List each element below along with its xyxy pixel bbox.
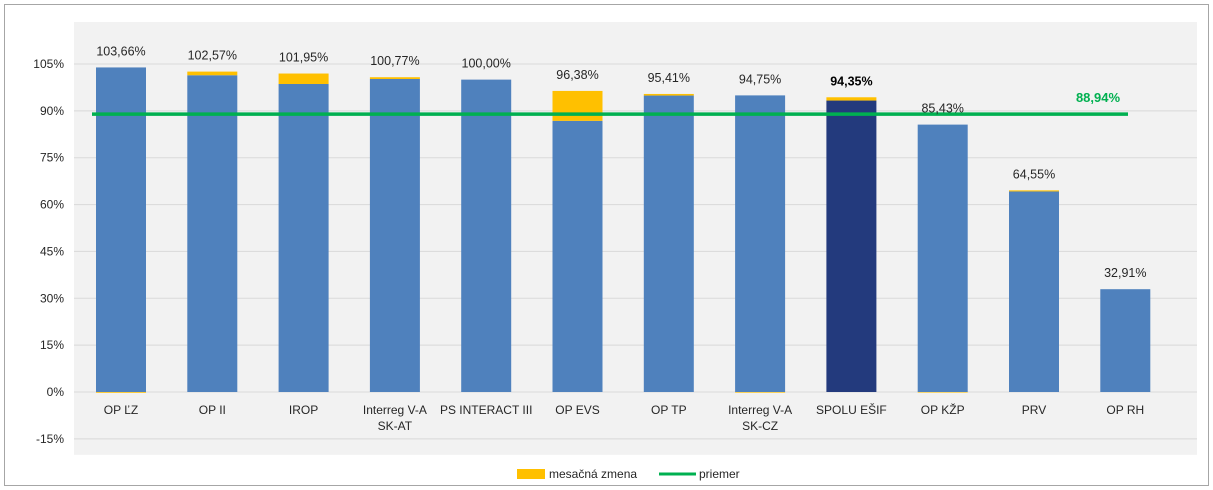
y-tick-label: 30% [40,291,64,305]
bar-base [643,95,694,392]
bar-base [187,75,238,392]
bar-base [461,79,512,392]
data-label: 103,66% [96,44,145,58]
y-tick-label: 90% [40,104,64,118]
data-label: 95,41% [648,71,690,85]
y-tick-label: 15% [40,338,64,352]
legend-label-monthly-change: mesačná zmena [549,467,637,481]
bar-monthly-change [643,93,694,96]
average-line-group: 88,94% [92,90,1128,116]
data-label: 100,77% [370,54,419,68]
category-label: OP II [199,403,226,417]
category-label: OP RH [1106,403,1144,417]
y-tick-label: 75% [40,151,64,165]
data-label: 101,95% [279,51,328,65]
category-label: PS INTERACT III [440,403,532,417]
category-label: Interreg V-A [363,403,427,417]
bar-base [826,100,877,392]
category-label: SK-CZ [742,419,778,433]
bars [96,67,1151,393]
data-labels: 103,66% 102,57% 101,95% 100,77% 100,00% 96,38… [96,44,1146,280]
bar-base [1100,289,1151,392]
category-label: OP TP [651,403,687,417]
bar-base [1009,191,1059,392]
data-label: 32,91% [1104,266,1146,280]
bar-base [96,67,146,392]
bar-monthly-change [552,90,603,121]
y-tick-label: -15% [36,432,64,446]
data-label: 94,75% [739,72,781,86]
category-label: OP KŽP [921,402,965,417]
category-label: SPOLU EŠIF [816,402,887,417]
category-label: OP ĽZ [104,403,138,417]
bar-monthly-change [1009,190,1059,192]
bar-monthly-change [826,97,877,101]
legend-label-average: priemer [699,467,740,481]
bar-base [735,95,786,392]
y-tick-label: 45% [40,244,64,258]
legend-swatch-monthly-change [517,469,545,479]
data-label: 94,35% [830,74,872,88]
y-tick-label: 105% [33,57,64,71]
bar-base [917,124,968,393]
category-label: Interreg V-A [728,403,792,417]
category-label: IROP [289,403,318,417]
data-label: 64,55% [1013,167,1055,181]
bar-monthly-change [735,392,786,393]
bar-base [552,120,603,392]
y-axis-ticks: -15% 0% 15% 30% 45% 60% 75% 90% 105% [33,57,64,446]
bar-base [369,78,420,392]
bar-monthly-change [369,77,420,79]
bar-monthly-change [917,392,968,393]
category-labels: OP ĽZ OP II IROP Interreg V-A SK-AT PS INTERA… [104,402,1144,433]
data-label: 96,38% [556,68,598,82]
data-label: 100,00% [462,57,511,71]
bar-monthly-change [278,73,329,84]
bar-base [278,83,329,393]
legend: mesačná zmena priemer [517,467,740,481]
bar-monthly-change [187,71,238,76]
data-label: 85,43% [921,102,963,116]
bar-monthly-change [96,392,146,393]
y-tick-label: 0% [47,385,65,399]
category-label: OP EVS [555,403,599,417]
category-label: PRV [1022,403,1046,417]
average-label: 88,94% [1076,90,1121,105]
data-label: 102,57% [188,49,237,63]
category-label: SK-AT [378,419,413,433]
y-tick-label: 60% [40,198,64,212]
